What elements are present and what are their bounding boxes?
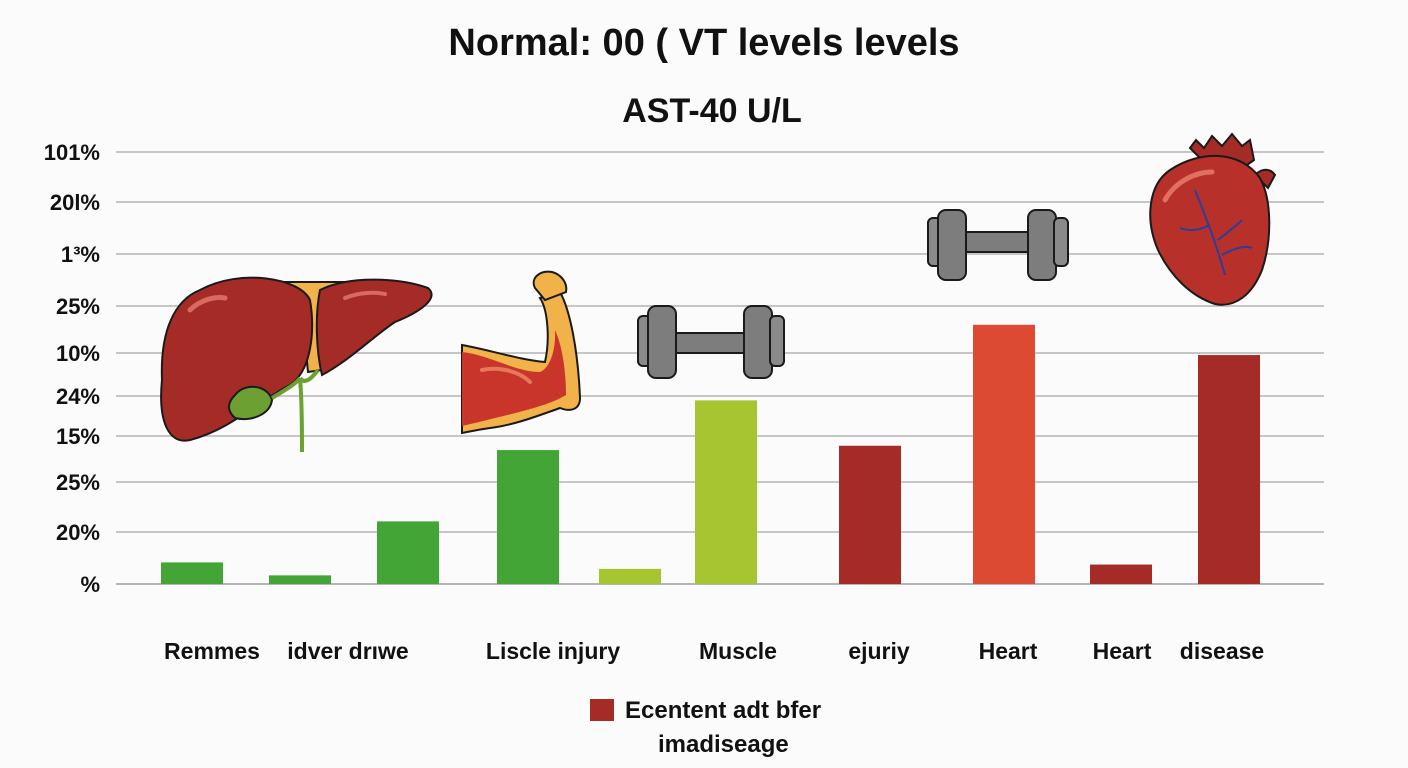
y-tick-label: 20%	[56, 520, 100, 545]
category-label: ejuriy	[848, 638, 910, 664]
heart-icon	[1149, 132, 1277, 306]
bar	[161, 562, 223, 584]
y-tick-label: %	[80, 572, 100, 597]
category-label: Heart	[979, 638, 1038, 664]
liver-icon	[160, 276, 433, 453]
bar	[695, 400, 757, 584]
dumbbell-icon	[637, 305, 785, 379]
chart-title: Normal: 00 ( VT levels levels	[448, 22, 959, 64]
category-label: idver drıwe	[287, 638, 408, 664]
bar	[269, 575, 331, 584]
y-tick-label: 25%	[56, 470, 100, 495]
dumbbell-icon	[927, 209, 1069, 281]
bar	[497, 450, 559, 584]
bar	[1090, 564, 1152, 584]
y-tick-label: 24%	[56, 384, 100, 409]
legend-label-line2: imadiseage	[658, 731, 789, 758]
bar	[599, 568, 661, 584]
category-label: Heart	[1093, 638, 1152, 664]
legend: Ecentent adt bfer imadiseage	[590, 697, 821, 758]
y-tick-label: 15%	[56, 424, 100, 449]
category-label: Liscle injury	[486, 638, 620, 664]
bar	[839, 445, 901, 584]
y-tick-label: 1³%	[61, 242, 100, 267]
y-tick-label: 101%	[44, 140, 100, 165]
category-label: Muscle	[699, 638, 777, 664]
category-label: disease	[1180, 638, 1264, 664]
y-tick-label: 10%	[56, 341, 100, 366]
bar	[1198, 355, 1260, 584]
y-tick-label: 20l%	[50, 190, 100, 215]
bar	[973, 324, 1035, 584]
y-axis-ticks: 101% 20l% 1³% 25% 10% 24% 15% 25% 20%%	[44, 140, 100, 597]
category-label: Remmes	[164, 638, 260, 664]
chart-subtitle: AST-40 U/L	[622, 92, 801, 130]
legend-label-line1: Ecentent adt bfer	[625, 697, 821, 724]
bars	[161, 324, 1260, 584]
flexed-arm-icon	[461, 270, 582, 435]
bar	[377, 521, 439, 584]
y-tick-label: 25%	[56, 294, 100, 319]
legend-swatch	[590, 699, 614, 721]
category-labels: Remmes idver drıwe Liscle injury Muscle ejur…	[164, 638, 1264, 664]
